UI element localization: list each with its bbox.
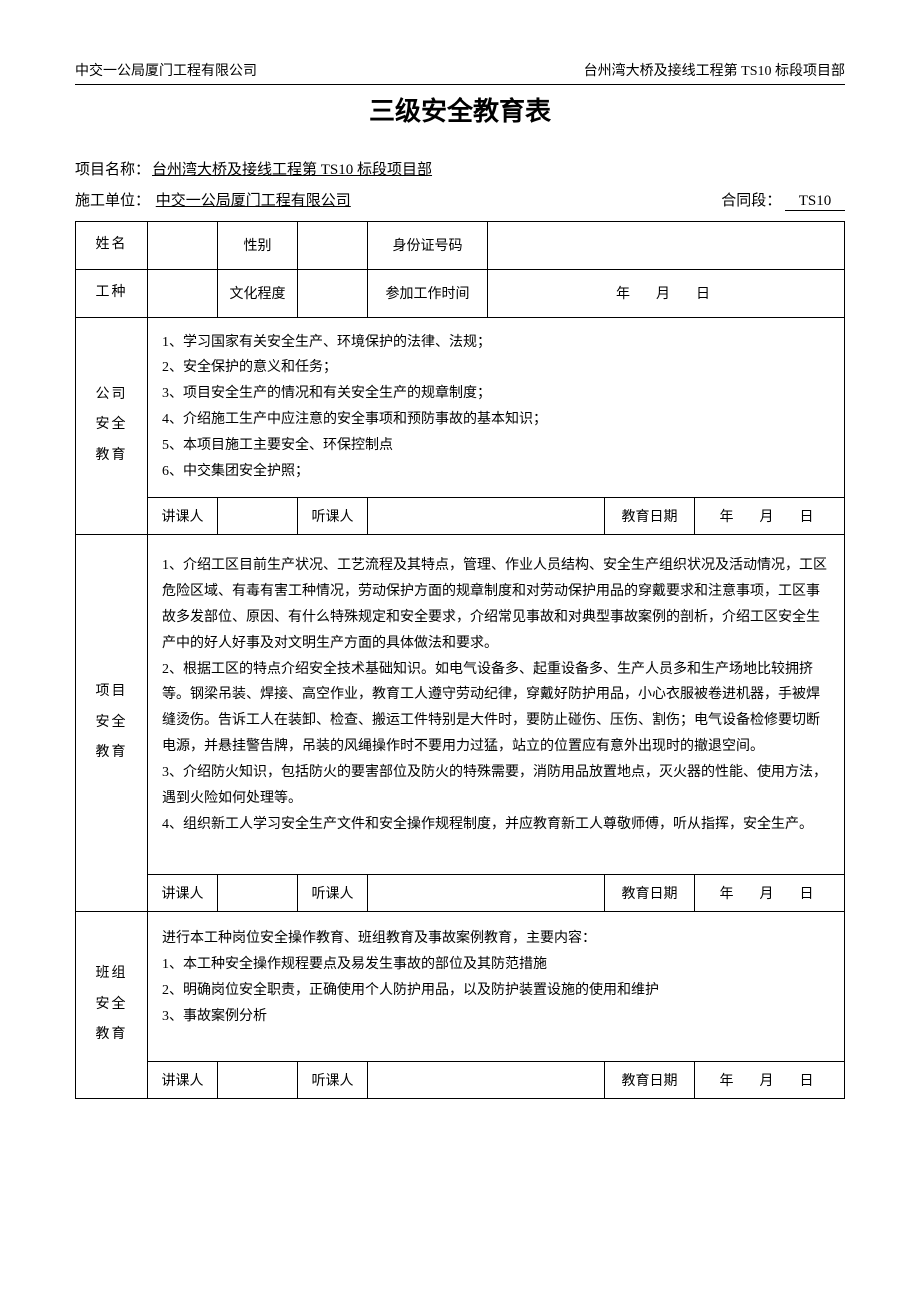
table-row: 工种 文化程度 参加工作时间 年 月 日 xyxy=(76,269,845,317)
table-row: 项目 安全 教育 1、介绍工区目前生产状况、工艺流程及其特点，管理、作业人员结构… xyxy=(76,534,845,874)
table-row: 公司 安全 教育 1、学习国家有关安全生产、环境保护的法律、法规； 2、安全保护… xyxy=(76,317,845,497)
field-lecturer xyxy=(218,874,298,911)
field-edudate: 年 月 日 xyxy=(695,497,845,534)
company-line: 6、中交集团安全护照； xyxy=(162,459,830,485)
project-line: 1、介绍工区目前生产状况、工艺流程及其特点，管理、作业人员结构、安全生产组织状况… xyxy=(162,553,830,657)
field-name xyxy=(148,222,218,270)
form-table: 姓名 性别 身份证号码 工种 文化程度 参加工作时间 年 月 日 公司 安全 教… xyxy=(75,221,845,1099)
section-project-label: 项目 安全 教育 xyxy=(76,534,148,911)
label-listener: 听课人 xyxy=(298,874,368,911)
header-right: 台州湾大桥及接线工程第 TS10 标段项目部 xyxy=(584,60,845,80)
label-lecturer: 讲课人 xyxy=(148,497,218,534)
company-line: 3、项目安全生产的情况和有关安全生产的规章制度； xyxy=(162,381,830,407)
team-line: 进行本工种岗位安全操作教育、班组教育及事故案例教育，主要内容： xyxy=(162,926,830,952)
field-listener xyxy=(368,1061,605,1098)
project-line: 2、根据工区的特点介绍安全技术基础知识。如电气设备多、起重设备多、生产人员多和生… xyxy=(162,657,830,761)
team-line: 3、事故案例分析 xyxy=(162,1004,830,1030)
section-project-content: 1、介绍工区目前生产状况、工艺流程及其特点，管理、作业人员结构、安全生产组织状况… xyxy=(148,534,845,874)
label-edudate: 教育日期 xyxy=(605,497,695,534)
label-gender: 性别 xyxy=(218,222,298,270)
label-lecturer: 讲课人 xyxy=(148,1061,218,1098)
field-education xyxy=(298,269,368,317)
field-gender xyxy=(298,222,368,270)
section-team-content: 进行本工种岗位安全操作教育、班组教育及事故案例教育，主要内容： 1、本工种安全操… xyxy=(148,911,845,1061)
project-line: 4、组织新工人学习安全生产文件和安全操作规程制度，并应教育新工人尊敬师傅，听从指… xyxy=(162,812,830,838)
label-listener: 听课人 xyxy=(298,497,368,534)
table-row: 讲课人 听课人 教育日期 年 月 日 xyxy=(76,874,845,911)
label-lecturer: 讲课人 xyxy=(148,874,218,911)
field-listener xyxy=(368,874,605,911)
table-row: 讲课人 听课人 教育日期 年 月 日 xyxy=(76,1061,845,1098)
table-row: 班组 安全 教育 进行本工种岗位安全操作教育、班组教育及事故案例教育，主要内容：… xyxy=(76,911,845,1061)
label-edudate: 教育日期 xyxy=(605,874,695,911)
label-id: 身份证号码 xyxy=(368,222,488,270)
label-listener: 听课人 xyxy=(298,1061,368,1098)
table-row: 姓名 性别 身份证号码 xyxy=(76,222,845,270)
project-line: 3、介绍防火知识，包括防火的要害部位及防火的特殊需要，消防用品放置地点，灭火器的… xyxy=(162,760,830,812)
field-lecturer xyxy=(218,1061,298,1098)
unit-label: 施工单位： xyxy=(75,193,150,209)
field-jointime: 年 月 日 xyxy=(488,269,845,317)
label-edudate: 教育日期 xyxy=(605,1061,695,1098)
field-edudate: 年 月 日 xyxy=(695,874,845,911)
header-left: 中交一公局厦门工程有限公司 xyxy=(75,60,257,80)
field-worktype xyxy=(148,269,218,317)
project-value: 台州湾大桥及接线工程第 TS10 标段项目部 xyxy=(150,158,434,179)
section-company-content: 1、学习国家有关安全生产、环境保护的法律、法规； 2、安全保护的意义和任务； 3… xyxy=(148,317,845,497)
meta-unit-contract: 施工单位： 中交一公局厦门工程有限公司 合同段： TS10 xyxy=(75,189,845,211)
contract-label: 合同段： xyxy=(721,193,781,209)
team-line: 1、本工种安全操作规程要点及易发生事故的部位及其防范措施 xyxy=(162,952,830,978)
contract-value: TS10 xyxy=(785,193,845,211)
project-label: 项目名称： xyxy=(75,158,150,179)
team-line: 2、明确岗位安全职责，正确使用个人防护用品，以及防护装置设施的使用和维护 xyxy=(162,978,830,1004)
company-line: 4、介绍施工生产中应注意的安全事项和预防事故的基本知识； xyxy=(162,407,830,433)
field-edudate: 年 月 日 xyxy=(695,1061,845,1098)
company-line: 5、本项目施工主要安全、环保控制点 xyxy=(162,433,830,459)
company-line: 2、安全保护的意义和任务； xyxy=(162,355,830,381)
field-lecturer xyxy=(218,497,298,534)
company-line: 1、学习国家有关安全生产、环境保护的法律、法规； xyxy=(162,330,830,356)
label-education: 文化程度 xyxy=(218,269,298,317)
field-listener xyxy=(368,497,605,534)
table-row: 讲课人 听课人 教育日期 年 月 日 xyxy=(76,497,845,534)
label-name: 姓名 xyxy=(76,222,148,270)
label-jointime: 参加工作时间 xyxy=(368,269,488,317)
section-team-label: 班组 安全 教育 xyxy=(76,911,148,1098)
page-title: 三级安全教育表 xyxy=(75,91,845,128)
label-worktype: 工种 xyxy=(76,269,148,317)
field-id xyxy=(488,222,845,270)
page-header: 中交一公局厦门工程有限公司 台州湾大桥及接线工程第 TS10 标段项目部 xyxy=(75,60,845,85)
unit-value: 中交一公局厦门工程有限公司 xyxy=(154,193,353,209)
section-company-label: 公司 安全 教育 xyxy=(76,317,148,534)
meta-project: 项目名称： 台州湾大桥及接线工程第 TS10 标段项目部 xyxy=(75,158,845,179)
